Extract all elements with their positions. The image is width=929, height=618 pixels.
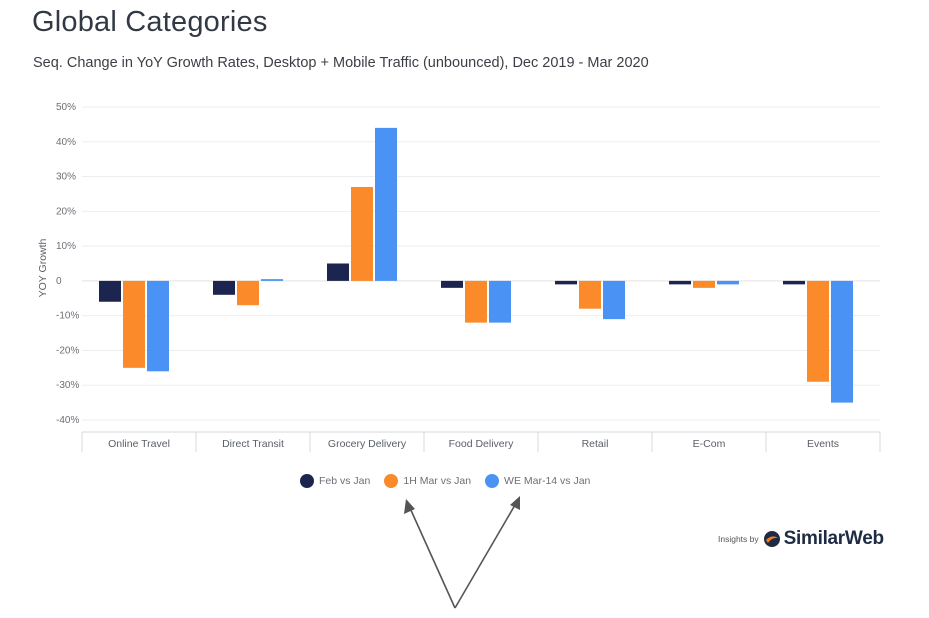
- similarweb-logo: Insights by SimilarWeb: [718, 528, 884, 550]
- bar[interactable]: [831, 280, 853, 403]
- similarweb-icon: [763, 531, 780, 547]
- bar[interactable]: [237, 280, 259, 306]
- bar[interactable]: [261, 279, 283, 281]
- bar[interactable]: [99, 280, 121, 302]
- chart-legend: Feb vs Jan 1H Mar vs Jan WE Mar-14 vs Ja…: [300, 474, 590, 488]
- y-tick-label: 50%: [56, 102, 76, 113]
- y-tick-label: 30%: [56, 172, 76, 183]
- x-tick-label: Grocery Delivery: [328, 438, 407, 450]
- chart-title: Global Categories: [32, 6, 268, 38]
- bar[interactable]: [783, 280, 805, 285]
- bar[interactable]: [123, 280, 145, 368]
- y-tick-label: -10%: [56, 311, 79, 322]
- x-tick-label: Events: [807, 438, 839, 450]
- x-tick-label: Food Delivery: [449, 438, 515, 450]
- legend-swatch: [300, 474, 314, 488]
- bar[interactable]: [603, 280, 625, 320]
- bar[interactable]: [489, 280, 511, 323]
- y-tick-label: -30%: [56, 380, 79, 391]
- y-axis-label: YOY Growth: [37, 238, 49, 297]
- legend-swatch: [485, 474, 500, 488]
- legend-label: WE Mar-14 vs Jan: [504, 475, 591, 487]
- bar[interactable]: [579, 280, 601, 309]
- arrow-right-line: [454, 504, 516, 609]
- x-tick-label: E-Com: [693, 438, 726, 450]
- arrow-left-head: [404, 499, 415, 514]
- arrow-left-line: [409, 507, 456, 609]
- legend-swatch: [384, 474, 399, 488]
- arrow-right-head: [510, 496, 520, 510]
- chart-subtitle: Seq. Change in YoY Growth Rates, Desktop…: [33, 55, 649, 71]
- brand-name: SimilarWeb: [783, 528, 884, 549]
- bar[interactable]: [327, 263, 349, 281]
- y-tick-label: 20%: [56, 206, 76, 217]
- bar[interactable]: [147, 280, 169, 372]
- y-tick-label: -20%: [56, 345, 79, 356]
- legend-item[interactable]: 1H Mar vs Jan: [384, 474, 471, 488]
- legend-item[interactable]: Feb vs Jan: [300, 474, 370, 488]
- x-tick-label: Retail: [582, 438, 609, 450]
- bar[interactable]: [213, 280, 235, 295]
- bar[interactable]: [717, 280, 739, 285]
- bar[interactable]: [375, 127, 397, 281]
- y-tick-label: -40%: [56, 415, 79, 426]
- bar[interactable]: [555, 280, 577, 285]
- bars: [99, 127, 853, 403]
- y-tick-label: 10%: [56, 241, 76, 252]
- annotation-arrows: [404, 496, 520, 609]
- y-tick-labels: 50% 40% 30% 20% 10% 0 -10% -20% -30% -40%: [56, 102, 79, 426]
- x-tick-label: Online Travel: [108, 438, 170, 450]
- bar[interactable]: [441, 280, 463, 288]
- legend-item[interactable]: WE Mar-14 vs Jan: [485, 474, 590, 488]
- bar[interactable]: [465, 280, 487, 323]
- y-tick-label: 40%: [56, 137, 76, 148]
- x-tick-label: Direct Transit: [222, 438, 284, 450]
- legend-label: 1H Mar vs Jan: [403, 475, 472, 487]
- category-labels: Online Travel Direct Transit Grocery Deliv…: [81, 432, 881, 452]
- bar[interactable]: [693, 280, 715, 288]
- bar[interactable]: [807, 280, 829, 382]
- y-tick-label: 0: [56, 276, 62, 287]
- grid-lines: [82, 106, 880, 433]
- legend-label: Feb vs Jan: [319, 475, 371, 487]
- bar[interactable]: [669, 280, 691, 285]
- bar[interactable]: [351, 186, 373, 281]
- brand-prefix: Insights by: [718, 534, 759, 544]
